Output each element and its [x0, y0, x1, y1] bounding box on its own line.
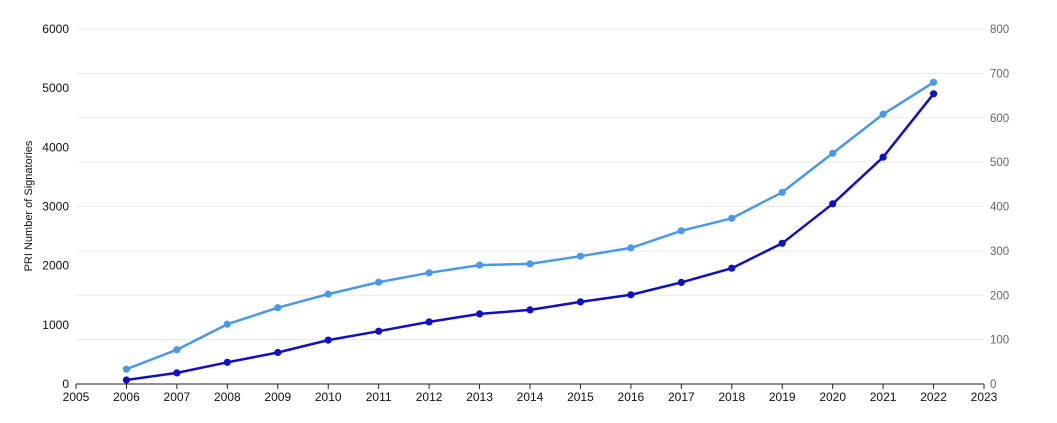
right-y-tick-label: 400	[990, 202, 1009, 214]
right-y-tick-label: 500	[990, 157, 1009, 169]
x-tick-label: 2010	[315, 390, 342, 404]
x-tick-label: 2012	[416, 390, 443, 404]
right-y-tick-label: 300	[990, 246, 1009, 258]
series-1-point	[879, 110, 887, 118]
x-tick-label: 2009	[264, 390, 291, 404]
series-1-point	[576, 252, 585, 260]
series-2-point	[324, 336, 332, 344]
series-2-point	[728, 264, 736, 272]
series-2-line	[126, 93, 935, 382]
right-y-tick-label: 700	[990, 68, 1009, 80]
x-tick-label: 2022	[920, 390, 947, 404]
left-y-axis-ticks: 0 1000 2000 3000 4000 5000 6000	[42, 22, 69, 391]
series-2-point	[677, 278, 685, 286]
right-y-tick-label: 600	[990, 113, 1009, 125]
series-2-point	[173, 369, 181, 377]
left-y-tick-label: 0	[62, 377, 69, 391]
left-y-tick-label: 2000	[42, 259, 69, 273]
series-2-point	[576, 298, 585, 306]
series-2-point	[930, 90, 938, 98]
right-y-axis-ticks: 0 100 200 300 400 500 600 700 800	[990, 24, 1009, 391]
x-tick-label: 2011	[366, 390, 392, 404]
x-tick-label: 2018	[718, 390, 745, 404]
right-y-tick-label: 800	[990, 24, 1009, 36]
series-1-point	[122, 365, 130, 373]
series-2-point	[829, 200, 837, 208]
x-tick-label: 2007	[164, 390, 191, 404]
x-tick-label: 2014	[517, 390, 544, 404]
left-y-tick-label: 4000	[42, 140, 69, 154]
x-tick-label: 2013	[466, 390, 493, 404]
series-1-point	[476, 261, 484, 269]
series-2-point	[476, 310, 484, 318]
series-2-point	[375, 327, 383, 335]
series-group	[122, 78, 938, 384]
series-1-point	[677, 227, 685, 235]
right-y-tick-label: 200	[990, 290, 1009, 302]
series-1-point	[930, 78, 938, 86]
x-tick-label: 2017	[668, 390, 695, 404]
left-y-tick-label: 1000	[42, 318, 69, 332]
x-axis-ticks: 2005 2006 2007 2008 2009 2010 2011 2012 2013 2014…	[63, 384, 998, 404]
series-1-point	[375, 278, 383, 286]
series-1-line	[125, 81, 935, 371]
series-1-point	[274, 304, 282, 312]
series-2-point	[879, 153, 887, 161]
series-1-point	[425, 269, 433, 277]
series-2-point	[425, 318, 433, 326]
series-2-point	[274, 348, 282, 357]
series-1-point	[829, 149, 837, 157]
series-1-point	[223, 320, 231, 328]
left-y-tick-label: 3000	[42, 200, 69, 214]
series-2-point	[526, 306, 534, 314]
x-tick-label: 2021	[870, 390, 897, 404]
series-1-point	[526, 260, 534, 268]
x-tick-label: 2016	[618, 390, 645, 404]
x-tick-label: 2023	[971, 390, 998, 404]
x-tick-label: 2005	[63, 390, 90, 404]
series-2-point	[778, 239, 786, 247]
left-y-tick-label: 5000	[42, 81, 69, 95]
series-2-point	[223, 358, 231, 366]
x-tick-label: 2020	[819, 390, 846, 404]
x-tick-label: 2006	[113, 390, 140, 404]
series-1-point	[728, 214, 736, 222]
series-1-point	[173, 346, 181, 354]
left-y-tick-label: 6000	[42, 22, 69, 36]
gridlines	[76, 28, 984, 341]
series-1-point	[778, 188, 786, 196]
x-tick-label: 2015	[567, 390, 594, 404]
y-axis-title: PRI Number of Signatories	[23, 140, 35, 271]
series-2-point	[122, 376, 130, 384]
x-tick-label: 2008	[214, 390, 241, 404]
series-2-point	[627, 291, 635, 299]
series-1-point	[324, 290, 332, 298]
right-y-tick-label: 0	[990, 379, 996, 391]
series-1-point	[627, 244, 635, 252]
x-tick-label: 2019	[769, 390, 796, 404]
right-y-tick-label: 100	[990, 335, 1009, 347]
